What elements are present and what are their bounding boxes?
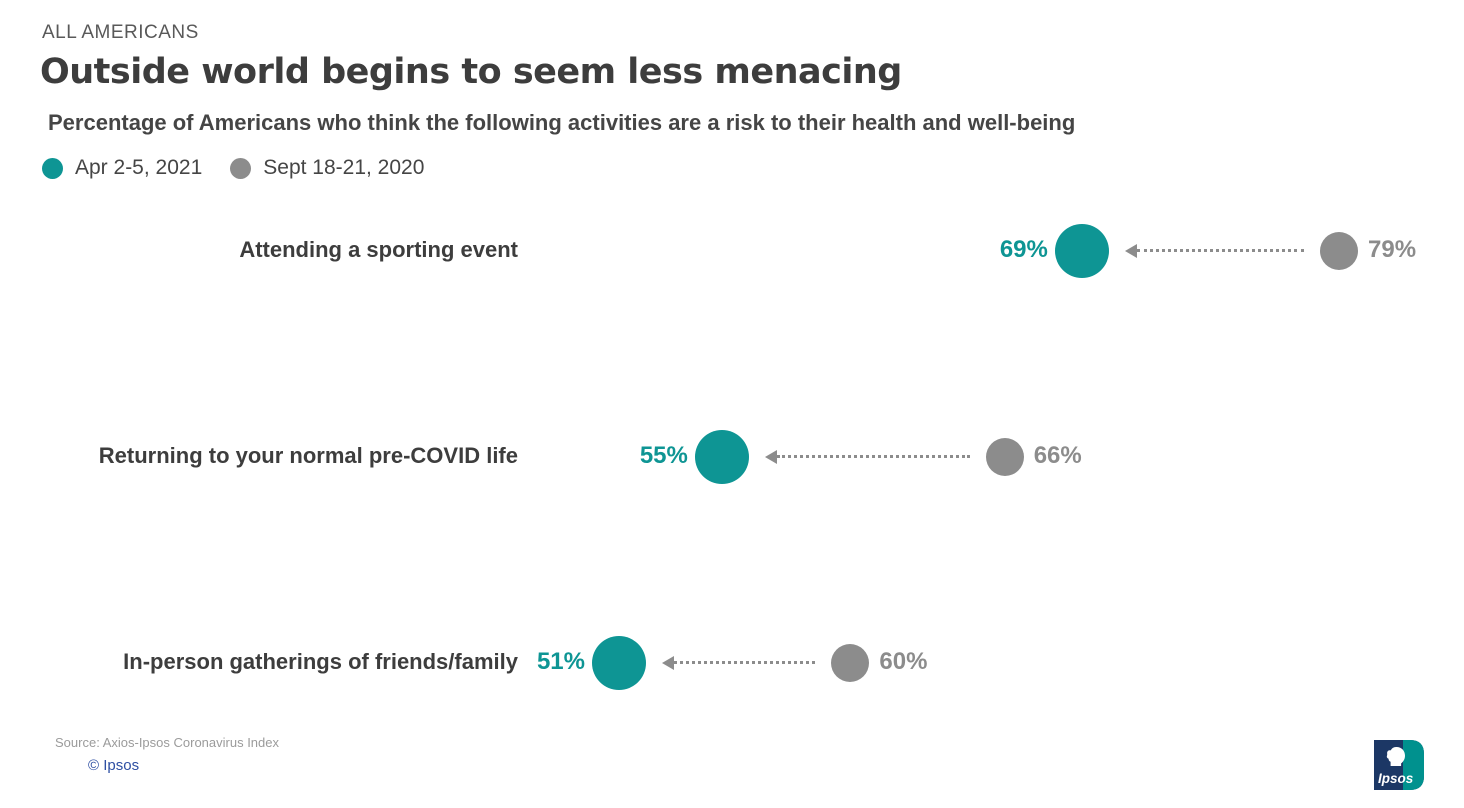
previous-value-dot bbox=[1320, 232, 1358, 270]
current-value-dot bbox=[1054, 224, 1109, 278]
legend-label: Apr 2-5, 2021 bbox=[75, 156, 203, 179]
eyebrow: ALL AMERICANS bbox=[42, 22, 199, 43]
previous-value-label: 79% bbox=[1368, 236, 1417, 263]
change-arrow-line bbox=[674, 661, 816, 664]
current-value-label: 51% bbox=[536, 648, 585, 675]
current-value-label: 69% bbox=[999, 236, 1048, 263]
legend-item-apr-2021: Apr 2-5, 2021 bbox=[42, 156, 202, 180]
source-note: Source: Axios-Ipsos Coronavirus Index bbox=[55, 735, 279, 750]
ipsos-logo-text: Ipsos bbox=[1378, 771, 1414, 786]
arrow-head-icon bbox=[1124, 244, 1137, 258]
ipsos-logo: Ipsos bbox=[1374, 740, 1424, 790]
change-arrow-line bbox=[776, 455, 970, 458]
current-value-dot bbox=[694, 430, 749, 484]
legend-label: Sept 18-21, 2020 bbox=[263, 156, 425, 179]
legend-item-sept-2020: Sept 18-21, 2020 bbox=[230, 156, 424, 180]
gray-dot-icon bbox=[230, 157, 252, 179]
change-arrow-line bbox=[1136, 249, 1304, 252]
category-label: Attending a sporting event bbox=[239, 237, 518, 262]
teal-dot-icon bbox=[42, 157, 63, 179]
previous-value-label: 60% bbox=[879, 648, 928, 675]
category-label: Returning to your normal pre-COVID life bbox=[98, 443, 518, 468]
arrow-head-icon bbox=[662, 656, 674, 670]
ipsos-logo-silhouette-icon bbox=[1386, 747, 1405, 766]
previous-value-dot bbox=[985, 438, 1024, 476]
subtitle: Percentage of Americans who think the fo… bbox=[48, 110, 1076, 135]
legend: Apr 2-5, 2021 Sept 18-21, 2020 bbox=[42, 156, 424, 180]
page-title: Outside world begins to seem less menaci… bbox=[40, 52, 902, 92]
previous-value-dot bbox=[831, 644, 870, 682]
category-label: In-person gatherings of friends/family bbox=[123, 649, 518, 674]
previous-value-label: 66% bbox=[1033, 442, 1082, 469]
ipsos-logo-icon: Ipsos bbox=[1374, 740, 1424, 790]
current-value-label: 55% bbox=[639, 442, 688, 469]
current-value-dot bbox=[592, 636, 646, 690]
arrow-head-icon bbox=[764, 450, 777, 464]
copyright: © Ipsos bbox=[88, 757, 140, 774]
